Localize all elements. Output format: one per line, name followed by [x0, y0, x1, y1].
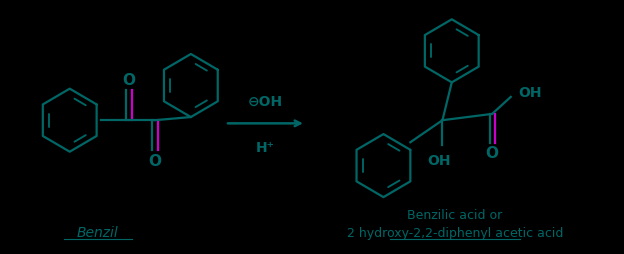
- Text: O: O: [485, 146, 499, 161]
- Text: Benzil: Benzil: [77, 225, 119, 239]
- Text: H⁺: H⁺: [256, 141, 275, 155]
- Text: O: O: [149, 153, 162, 168]
- Text: ⊖OH: ⊖OH: [248, 94, 283, 108]
- Text: O: O: [122, 73, 135, 88]
- Text: OH: OH: [427, 153, 451, 167]
- Text: Benzilic acid or
2 hydroxy-2,2-diphenyl acetic acid: Benzilic acid or 2 hydroxy-2,2-diphenyl …: [347, 208, 563, 239]
- Text: OH: OH: [519, 86, 542, 99]
